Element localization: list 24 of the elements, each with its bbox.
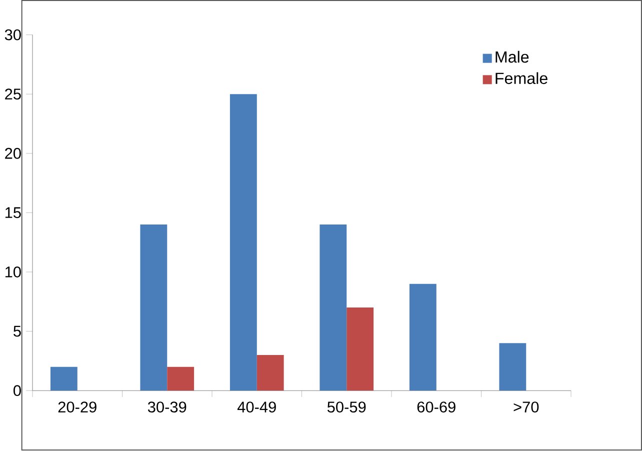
bar: [50, 367, 78, 391]
legend-label: Male: [496, 51, 529, 63]
y-tick-label: 25: [5, 88, 21, 100]
bar: [409, 284, 436, 391]
y-tick-label: 15: [5, 208, 21, 218]
bar: [140, 224, 168, 391]
bar: [167, 367, 194, 391]
y-tick-label: 5: [14, 326, 21, 337]
y-tick-label: 0: [14, 385, 21, 396]
bar: [346, 308, 374, 391]
legend-label: Female: [496, 72, 548, 84]
bar: [230, 94, 257, 391]
y-tick-label: 30: [4, 30, 21, 40]
bar: [499, 343, 526, 391]
x-tick-label: 50-59: [327, 402, 366, 413]
x-tick-label: 60-69: [417, 402, 456, 413]
y-tick-label: 10: [5, 266, 21, 278]
x-tick-label: 30-39: [148, 402, 186, 413]
bar: [320, 224, 347, 391]
bar: [256, 355, 284, 391]
x-tick-label: 20-29: [58, 402, 96, 413]
x-tick-label: >70: [514, 402, 539, 413]
y-tick-label: 20: [5, 148, 21, 160]
x-tick-label: 40-49: [237, 402, 276, 413]
